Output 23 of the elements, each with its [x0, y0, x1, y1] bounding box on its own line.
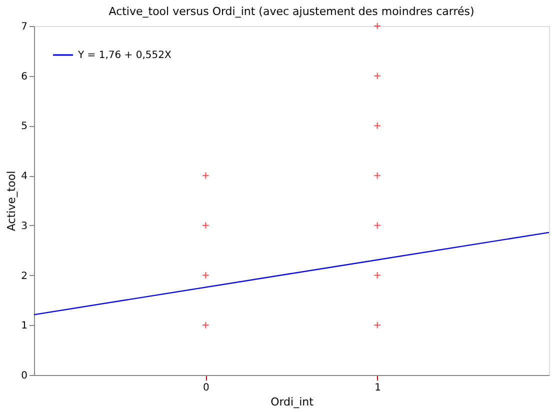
- y-tick-label: 4: [21, 171, 28, 182]
- y-tick-label: 3: [21, 220, 28, 232]
- point: [374, 22, 381, 30]
- point: [374, 172, 381, 180]
- point: [202, 321, 210, 329]
- x-axis-title: Ordi_int: [270, 396, 314, 408]
- chart-title: Active_tool versus Ordi_int (avec ajustement des moindres carrés): [108, 4, 474, 18]
- point: [374, 122, 381, 130]
- point: [374, 272, 381, 279]
- y-tick-label: 1: [21, 320, 28, 332]
- point: [202, 172, 210, 180]
- legend-label: Y = 1,76 + 0,552X: [77, 50, 172, 61]
- point: [374, 222, 381, 230]
- y-tick-label: 2: [21, 270, 28, 282]
- y-tick-label: 7: [21, 22, 28, 32]
- y-axis-title: Active_tool: [5, 170, 18, 232]
- point: [374, 72, 381, 80]
- y-tick-label: 0: [21, 370, 28, 382]
- y-tick-label: 6: [21, 71, 28, 82]
- y-tick-label: 5: [21, 121, 28, 132]
- point: [374, 321, 381, 329]
- point: [202, 272, 210, 279]
- point: [202, 222, 210, 230]
